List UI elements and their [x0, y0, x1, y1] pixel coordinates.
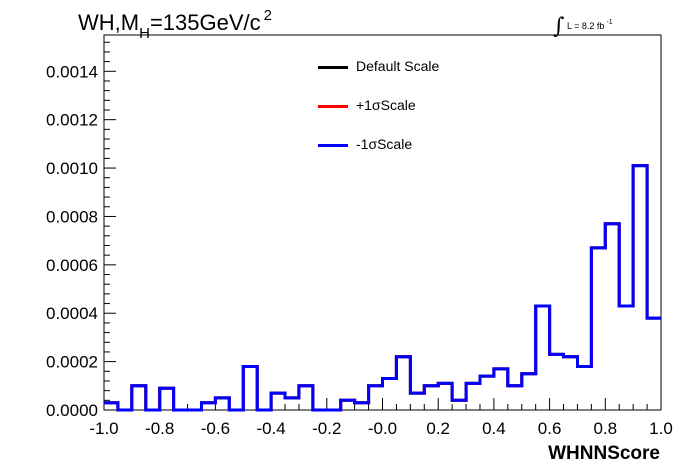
series-layer [104, 164, 661, 412]
chart-title: WH,MH=135GeV/c 2 [78, 7, 272, 42]
x-tick-label: -1.0 [89, 419, 118, 438]
histogram-series-1 [104, 164, 661, 412]
x-tick-label: 0.8 [593, 419, 617, 438]
legend-swatch-plus1sigma [318, 105, 348, 108]
luminosity-label: ∫ L = 8.2 fb -1 [553, 14, 613, 39]
legend-label-minus1sigma: -1σScale [356, 136, 413, 152]
legend-label-default: Default Scale [356, 58, 440, 74]
legend-label-plus1sigma: +1σScale [356, 97, 416, 113]
x-tick-label: -0.4 [256, 419, 285, 438]
y-tick-label: 0.0000 [46, 401, 98, 420]
x-tick-label: 0.6 [538, 419, 562, 438]
x-tick-label: -0.2 [312, 419, 341, 438]
y-axis: 0.0000 0.0002 0.0004 0.0006 0.0008 0.0010 0.00… [46, 41, 116, 420]
x-axis-label: WHNNScore [548, 443, 660, 464]
legend-swatch-minus1sigma [318, 144, 348, 147]
y-tick-label: 0.0006 [46, 256, 98, 275]
x-tick-label: -0.6 [201, 419, 230, 438]
x-tick-label: -0.0 [368, 419, 397, 438]
histogram-series-2 [104, 164, 661, 412]
y-tick-label: 0.0008 [46, 207, 98, 226]
x-tick-label: 0.2 [426, 419, 450, 438]
x-tick-label: 0.4 [482, 419, 506, 438]
y-tick-label: 0.0004 [46, 304, 98, 323]
x-tick-label: 1.0 [649, 419, 673, 438]
plot-frame [103, 34, 662, 411]
y-tick-label: 0.0014 [46, 62, 98, 81]
x-axis: -1.0 -0.8 -0.6 -0.4 -0.2 -0.0 0.2 0.4 0.6 0.8 1.0 [89, 398, 673, 438]
y-tick-label: 0.0002 [46, 353, 98, 372]
y-tick-label: 0.0012 [46, 111, 98, 130]
legend-swatch-default [318, 66, 348, 69]
y-tick-label: 0.0010 [46, 159, 98, 178]
histogram-series-0 [104, 164, 661, 412]
x-tick-label: -0.8 [145, 419, 174, 438]
